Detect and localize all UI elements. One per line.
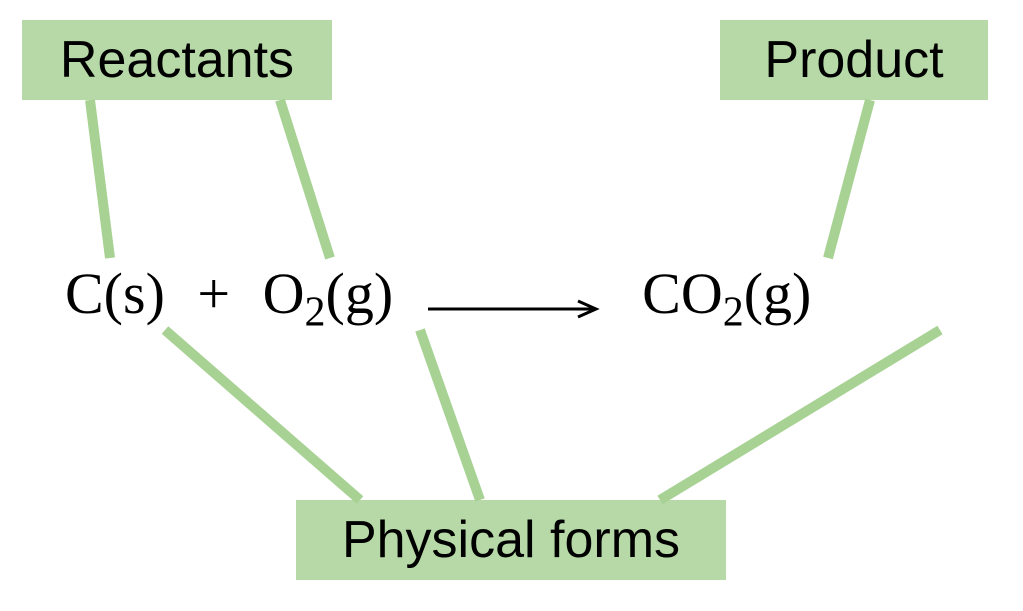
chemical-equation: C(s) + O2(g) CO2(g) (65, 260, 811, 337)
product-base: CO (642, 261, 723, 326)
plus-sign: + (197, 261, 230, 326)
reactant2-state: (g) (326, 261, 394, 326)
product-sub: 2 (723, 290, 744, 336)
reactant2-sub: 2 (305, 290, 326, 336)
reactant2-base: O (263, 261, 305, 326)
product-state: (g) (744, 261, 812, 326)
reaction-arrow (428, 266, 608, 333)
reactant1-text: C(s) (65, 261, 165, 326)
